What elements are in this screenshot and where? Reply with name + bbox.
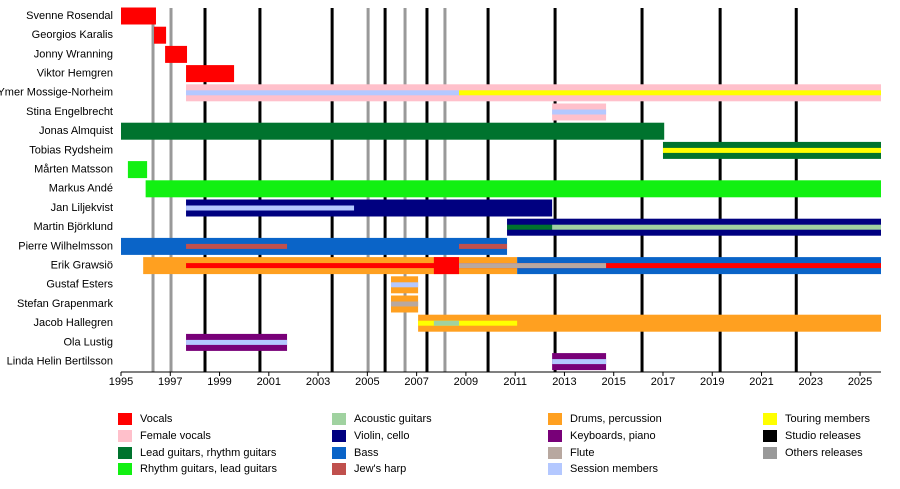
member-name: Jonny Wranning <box>34 48 113 60</box>
legend-swatch <box>332 447 346 459</box>
x-tick-label: 1999 <box>207 376 231 388</box>
legend-label: Female vocals <box>140 430 211 442</box>
member-bar <box>458 90 881 96</box>
member-name: Svenne Rosendal <box>26 10 113 22</box>
member-bar <box>418 320 518 326</box>
legend-swatch <box>118 413 132 425</box>
legend-label: Vocals <box>140 413 173 425</box>
legend-swatch <box>548 430 562 442</box>
member-bar <box>186 243 288 249</box>
member-name: Viktor Hemgren <box>37 68 113 80</box>
legend-label: Rhythm guitars, lead guitars <box>140 463 277 475</box>
member-name: Jan Liljekvist <box>51 202 113 214</box>
x-tick-label: 2017 <box>651 376 675 388</box>
legend-swatch <box>118 463 132 475</box>
x-tick-label: 2019 <box>700 376 724 388</box>
legend-label: Keyboards, piano <box>570 430 656 442</box>
legend-label: Studio releases <box>785 430 861 442</box>
member-bar <box>186 90 459 96</box>
x-tick-label: 2013 <box>552 376 576 388</box>
x-tick-label: 2001 <box>257 376 281 388</box>
legend-label: Others releases <box>785 447 863 459</box>
member-bar <box>145 180 882 198</box>
legend-label: Lead guitars, rhythm guitars <box>140 447 277 459</box>
member-name: Ola Lustig <box>63 336 113 348</box>
x-tick-label: 1997 <box>158 376 182 388</box>
member-bar <box>165 45 188 63</box>
member-bar <box>391 282 419 288</box>
legend-swatch <box>763 430 777 442</box>
member-name: Ymer Mossige-Norheim <box>0 87 113 99</box>
member-bar <box>186 65 235 83</box>
legend-label: Session members <box>570 463 659 475</box>
legend-label: Touring members <box>785 413 870 425</box>
legend-label: Jew's harp <box>354 463 406 475</box>
member-name: Jacob Hallegren <box>34 317 114 329</box>
member-bar <box>552 359 607 365</box>
x-tick-label: 2021 <box>749 376 773 388</box>
member-bar <box>418 314 881 332</box>
member-name: Markus Andé <box>49 183 113 195</box>
legend-swatch <box>332 430 346 442</box>
member-bar <box>391 301 419 307</box>
member-name: Georgios Karalis <box>32 29 114 41</box>
member-bar <box>121 7 156 25</box>
legend-swatch <box>548 463 562 475</box>
legend-swatch <box>332 413 346 425</box>
legend-swatch <box>548 413 562 425</box>
member-name: Martin Björklund <box>34 221 113 233</box>
member-bar <box>552 224 881 230</box>
legend-swatch <box>118 430 132 442</box>
member-bar <box>186 205 355 211</box>
member-bar <box>121 237 508 255</box>
member-name: Erik Grawsiö <box>51 260 113 272</box>
member-bar <box>458 243 508 249</box>
member-name: Mårten Matsson <box>34 164 113 176</box>
member-bar <box>552 109 607 115</box>
legend-label: Drums, percussion <box>570 413 662 425</box>
member-name: Stefan Grapenmark <box>17 298 113 310</box>
x-tick-label: 2011 <box>503 376 527 388</box>
member-name: Tobias Rydsheim <box>29 144 113 156</box>
member-name: Pierre Wilhelmsson <box>18 240 113 252</box>
member-bar <box>433 320 459 326</box>
member-bar <box>121 122 665 140</box>
legend-label: Flute <box>570 447 594 459</box>
legend-swatch <box>548 447 562 459</box>
member-bar <box>154 26 167 44</box>
legend-label: Bass <box>354 447 379 459</box>
x-tick-label: 2007 <box>404 376 428 388</box>
member-name: Gustaf Esters <box>46 279 113 291</box>
legend-label: Acoustic guitars <box>354 413 432 425</box>
legend-label: Violin, cello <box>354 430 409 442</box>
legend-swatch <box>332 463 346 475</box>
legend-swatch <box>118 447 132 459</box>
member-name: Stina Engelbrecht <box>26 106 113 118</box>
legend-swatch <box>763 413 777 425</box>
member-bar <box>186 339 288 345</box>
member-bar <box>186 199 553 217</box>
member-bar <box>127 161 148 179</box>
x-tick-label: 1995 <box>109 376 133 388</box>
x-tick-label: 2023 <box>799 376 823 388</box>
member-bar <box>662 147 881 153</box>
member-bar <box>507 224 553 230</box>
x-tick-label: 2009 <box>454 376 478 388</box>
x-tick-label: 2025 <box>848 376 872 388</box>
x-tick-label: 2003 <box>306 376 330 388</box>
legend-swatch <box>763 447 777 459</box>
member-name: Jonas Almquist <box>39 125 113 137</box>
member-bar <box>458 263 607 269</box>
x-tick-label: 2015 <box>601 376 625 388</box>
member-name: Linda Helin Bertilsson <box>7 356 113 368</box>
x-tick-label: 2005 <box>355 376 379 388</box>
